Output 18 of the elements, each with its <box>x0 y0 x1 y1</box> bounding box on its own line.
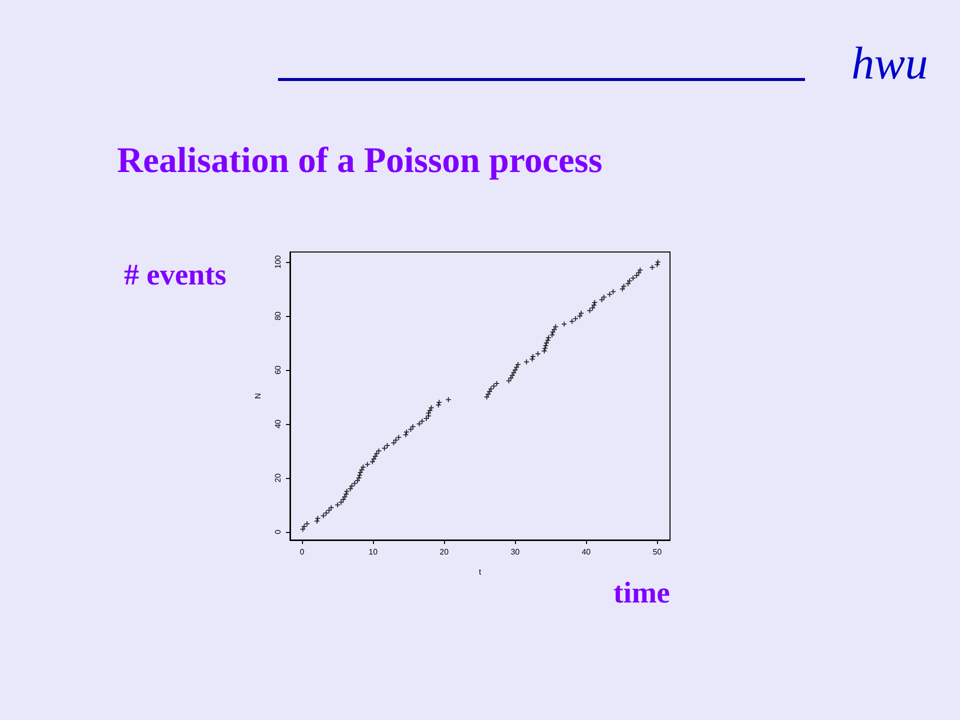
x-tick-label: 0 <box>300 548 305 556</box>
text: # events <box>124 258 226 292</box>
text: hwu <box>851 38 928 88</box>
y-tick-label: 60 <box>274 364 282 374</box>
chart-title: Realisation of a Poisson process <box>117 140 602 180</box>
y-axis-title: N <box>254 392 262 399</box>
y-tick-label: 40 <box>274 418 282 428</box>
y-tick-label: 80 <box>274 310 282 320</box>
x-tick-label: 30 <box>510 548 520 556</box>
x-tick-label: 40 <box>582 548 592 556</box>
x-tick-label: 10 <box>368 548 378 556</box>
y-tick-label: 0 <box>274 529 282 534</box>
y-tick-label: 20 <box>274 472 282 482</box>
x-axis-title: t <box>478 568 482 576</box>
y-tick-label: 100 <box>274 254 282 269</box>
x-tick-label: 20 <box>440 548 450 556</box>
text: time <box>613 576 670 610</box>
x-tick-label: 50 <box>652 548 662 556</box>
